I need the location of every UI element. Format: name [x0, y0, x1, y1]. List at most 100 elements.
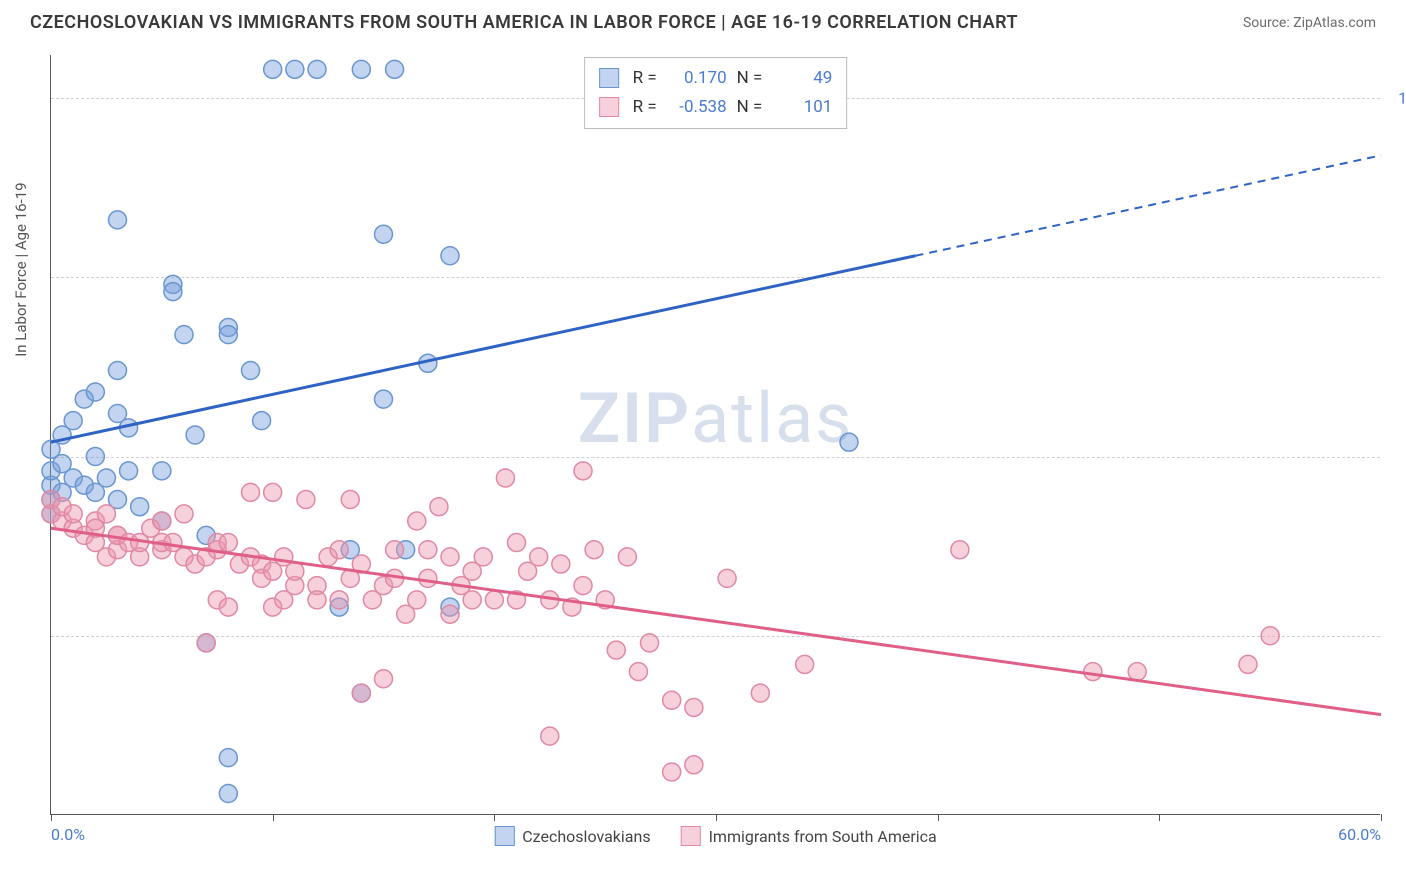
data-point [541, 727, 559, 745]
data-point [485, 591, 503, 609]
r-value-1: 0.170 [667, 64, 727, 93]
data-point [308, 591, 326, 609]
legend-swatch-2 [681, 826, 701, 846]
data-point [386, 541, 404, 559]
data-point [330, 591, 348, 609]
data-point [1239, 655, 1257, 673]
y-tick-label: 100.0% [1390, 89, 1406, 108]
data-point [297, 491, 315, 509]
data-point [97, 505, 115, 523]
data-point [264, 483, 282, 501]
data-point [430, 498, 448, 516]
data-point [286, 562, 304, 580]
x-tick-label: 0.0% [51, 825, 85, 844]
stats-box: R = 0.170 N = 49 R = -0.538 N = 101 [584, 57, 848, 129]
data-point [496, 469, 514, 487]
data-point [109, 361, 127, 379]
data-point [153, 462, 171, 480]
data-point [685, 756, 703, 774]
source-label: Source: ZipAtlas.com [1243, 15, 1376, 31]
data-point [153, 512, 171, 530]
n-label: N = [737, 64, 763, 93]
data-point [175, 505, 193, 523]
data-point [386, 60, 404, 78]
data-point [618, 548, 636, 566]
data-point [441, 247, 459, 265]
data-point [508, 534, 526, 552]
data-point [574, 462, 592, 480]
x-tick-label: 60.0% [1338, 825, 1381, 844]
data-point [441, 548, 459, 566]
data-point [286, 60, 304, 78]
legend-item-2: Immigrants from South America [681, 826, 937, 846]
data-point [796, 655, 814, 673]
data-point [186, 426, 204, 444]
data-point [408, 512, 426, 530]
y-tick-label: 75.0% [1390, 268, 1406, 287]
data-point [951, 541, 969, 559]
data-point [718, 569, 736, 587]
stats-swatch-2 [599, 97, 619, 117]
chart-title: CZECHOSLOVAKIAN VS IMMIGRANTS FROM SOUTH… [30, 12, 1018, 33]
data-point [419, 541, 437, 559]
data-point [164, 283, 182, 301]
data-point [341, 491, 359, 509]
data-point [264, 60, 282, 78]
chart-plot-area: In Labor Force | Age 16-19 ZIPatlas 25.0… [50, 55, 1380, 815]
data-point [64, 505, 82, 523]
data-point [64, 412, 82, 430]
data-point [375, 670, 393, 688]
bottom-legend: Czechoslovakians Immigrants from South A… [494, 826, 936, 846]
data-point [308, 60, 326, 78]
data-point [219, 534, 237, 552]
data-point [219, 326, 237, 344]
data-point [685, 698, 703, 716]
data-point [1084, 663, 1102, 681]
data-point [197, 634, 215, 652]
data-point [253, 412, 271, 430]
data-point [131, 498, 149, 516]
data-point [330, 541, 348, 559]
data-point [585, 541, 603, 559]
data-point [663, 763, 681, 781]
data-point [574, 577, 592, 595]
data-point [219, 598, 237, 616]
stats-swatch-1 [599, 68, 619, 88]
data-point [120, 462, 138, 480]
r-label: R = [633, 93, 657, 122]
data-point [441, 605, 459, 623]
data-point [97, 469, 115, 487]
trend-line-extrapolated [916, 155, 1382, 255]
data-point [242, 361, 260, 379]
n-value-1: 49 [772, 64, 832, 93]
data-point [352, 60, 370, 78]
data-point [86, 448, 104, 466]
n-value-2: 101 [772, 93, 832, 122]
data-point [840, 433, 858, 451]
data-point [408, 591, 426, 609]
scatter-plot-svg [51, 55, 1380, 814]
legend-label-2: Immigrants from South America [709, 827, 937, 846]
r-value-2: -0.538 [667, 93, 727, 122]
data-point [663, 691, 681, 709]
data-point [175, 326, 193, 344]
data-point [375, 225, 393, 243]
y-axis-label: In Labor Force | Age 16-19 [12, 182, 30, 356]
r-label: R = [633, 64, 657, 93]
header: CZECHOSLOVAKIAN VS IMMIGRANTS FROM SOUTH… [0, 0, 1406, 41]
data-point [463, 591, 481, 609]
data-point [751, 684, 769, 702]
stats-row-1: R = 0.170 N = 49 [599, 64, 833, 93]
data-point [86, 383, 104, 401]
data-point [552, 555, 570, 573]
legend-item-1: Czechoslovakians [494, 826, 650, 846]
data-point [641, 634, 659, 652]
data-point [629, 663, 647, 681]
data-point [474, 548, 492, 566]
legend-label-1: Czechoslovakians [522, 827, 650, 846]
trend-line [51, 528, 1381, 714]
y-tick-label: 25.0% [1390, 626, 1406, 645]
data-point [242, 483, 260, 501]
data-point [1128, 663, 1146, 681]
data-point [607, 641, 625, 659]
